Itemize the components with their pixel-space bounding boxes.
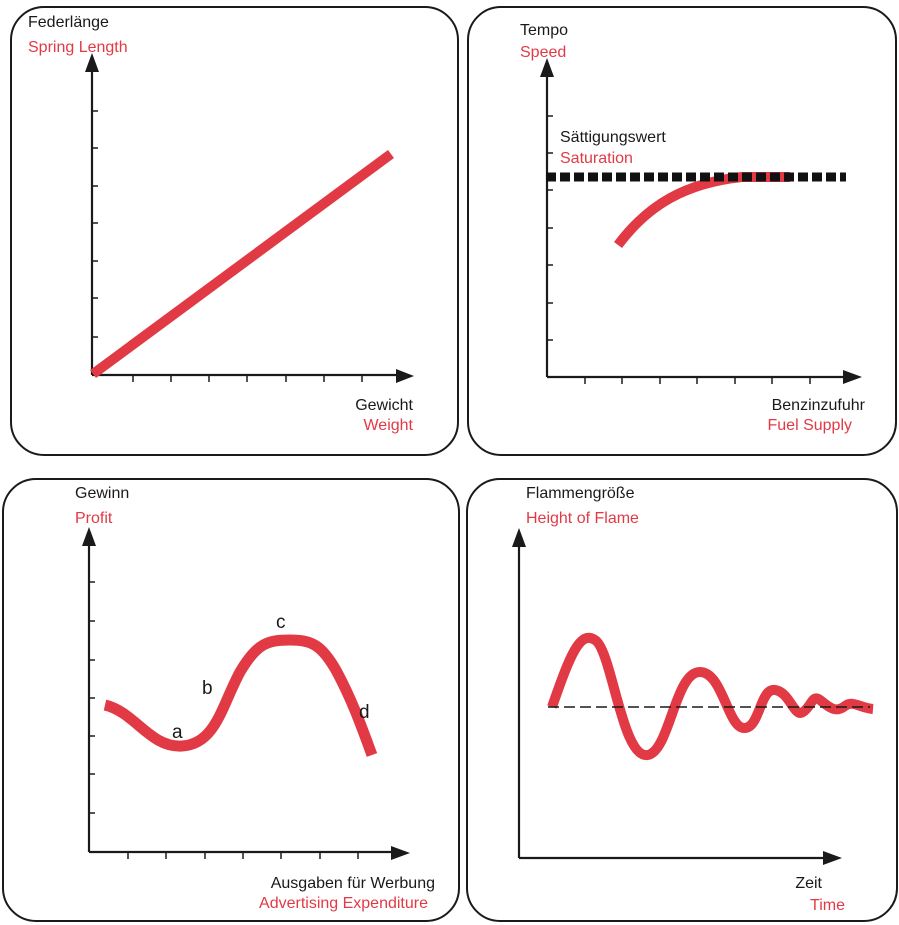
series-line-spring [90,149,394,379]
x-axis-arrow-icon [823,851,842,865]
annotation-a: a [172,722,183,743]
x-axis-ticks [132,375,363,382]
y-axis-arrow-icon [540,58,554,77]
y-axis-label-en: Height of Flame [526,510,639,527]
x-axis-label-de: Zeit [795,875,822,892]
x-axis-arrow-icon [391,846,410,860]
x-axis-label-en: Time [810,897,845,914]
x-axis-label-en: Weight [363,417,413,434]
y-axis-label-en: Spring Length [28,39,128,56]
y-axis-label-de: Flammengröße [526,485,635,502]
x-axis-label-de: Gewicht [355,397,413,414]
saturation-label-de: Sättigungswert [560,129,666,146]
saturation-label-en: Saturation [560,150,633,167]
y-axis-ticks [547,115,553,341]
x-axis-label-en: Fuel Supply [767,417,853,434]
annotation-d: d [359,702,370,723]
annotation-c: c [276,612,286,633]
y-axis-label-de: Tempo [520,22,569,39]
x-axis-arrow-icon [843,370,862,384]
y-axis-label-en: Profit [75,510,113,527]
y-axis-arrow-icon [85,53,99,72]
x-axis-label-en: Advertising Expenditure [259,895,428,912]
chart-panel-spring [10,6,459,456]
x-axis-arrow-icon [396,369,414,383]
y-axis-label-de: Federlänge [28,14,109,31]
series-line-profit [103,634,378,757]
annotation-b: b [202,678,213,699]
series-line-flame [547,633,874,760]
y-axis-label-de: Gewinn [75,485,130,502]
y-axis-ticks [92,110,98,338]
x-axis-ticks [127,852,359,859]
x-axis-ticks [584,377,811,384]
y-axis-ticks [89,581,95,814]
y-axis-arrow-icon [512,528,526,547]
chart-panel-speed [467,6,897,456]
x-axis-label-de: Ausgaben für Werbung [270,875,435,892]
x-axis-label-de: Benzinzufuhr [771,397,865,414]
y-axis-arrow-icon [82,527,96,546]
y-axis-label-en: Speed [520,44,567,61]
